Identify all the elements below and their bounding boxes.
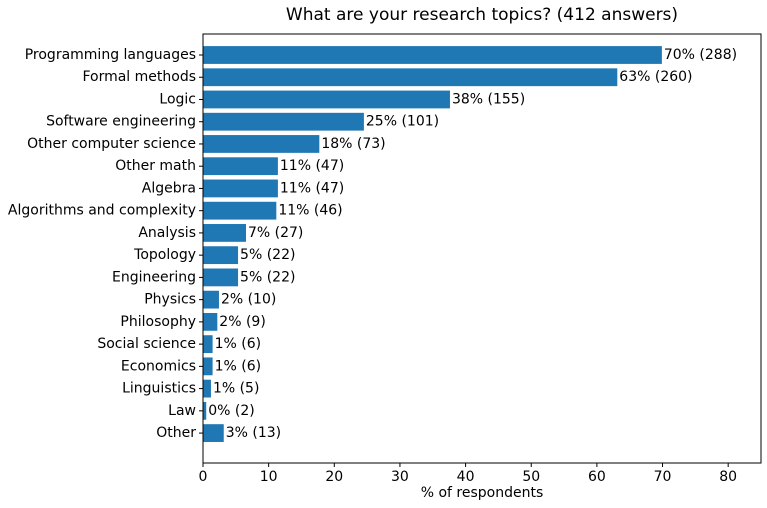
bar bbox=[203, 335, 213, 354]
bar bbox=[203, 357, 213, 376]
y-tick-label: Formal methods bbox=[82, 69, 196, 85]
value-label: 2% (9) bbox=[219, 314, 266, 330]
value-label: 3% (13) bbox=[226, 425, 281, 441]
value-label: 1% (5) bbox=[213, 381, 260, 397]
value-label: 1% (6) bbox=[215, 358, 262, 374]
x-tick-label: 30 bbox=[391, 469, 409, 485]
bar bbox=[203, 379, 211, 398]
y-tick-label: Economics bbox=[121, 358, 196, 374]
bar bbox=[203, 201, 277, 220]
y-tick-label: Software engineering bbox=[46, 114, 196, 130]
value-label: 5% (22) bbox=[240, 269, 295, 285]
value-label: 5% (22) bbox=[240, 247, 295, 263]
value-label: 0% (2) bbox=[208, 403, 255, 419]
value-label: 1% (6) bbox=[215, 336, 262, 352]
value-label: 11% (47) bbox=[280, 158, 344, 174]
y-tick-label: Social science bbox=[97, 336, 196, 352]
y-tick-label: Analysis bbox=[138, 225, 196, 241]
x-tick-label: 60 bbox=[588, 469, 606, 485]
x-tick-label: 70 bbox=[654, 469, 672, 485]
x-axis-label: % of respondents bbox=[421, 485, 544, 501]
bar bbox=[203, 112, 364, 131]
bar bbox=[203, 68, 618, 87]
bar bbox=[203, 157, 278, 176]
y-tick-label: Other computer science bbox=[27, 136, 196, 152]
value-label: 18% (73) bbox=[321, 136, 385, 152]
y-tick-label: Algebra bbox=[142, 180, 196, 196]
value-label: 7% (27) bbox=[248, 225, 303, 241]
x-tick-label: 40 bbox=[457, 469, 475, 485]
y-tick-label: Topology bbox=[133, 247, 196, 263]
x-tick-label: 10 bbox=[260, 469, 278, 485]
value-label: 2% (10) bbox=[221, 292, 276, 308]
chart-title: What are your research topics? (412 answ… bbox=[286, 5, 678, 25]
value-label: 63% (260) bbox=[619, 69, 692, 85]
y-tick-label: Physics bbox=[144, 292, 196, 308]
value-label: 25% (101) bbox=[366, 114, 439, 130]
bar bbox=[203, 179, 278, 198]
x-tick-label: 0 bbox=[199, 469, 208, 485]
plot-frame bbox=[202, 33, 762, 464]
y-tick-label: Engineering bbox=[112, 269, 196, 285]
y-tick-label: Law bbox=[168, 403, 196, 419]
y-tick-label: Algorithms and complexity bbox=[8, 203, 196, 219]
y-tick-label: Philosophy bbox=[120, 314, 196, 330]
bar bbox=[203, 224, 246, 242]
x-tick-label: 20 bbox=[325, 469, 343, 485]
bar bbox=[203, 290, 219, 309]
y-tick-label: Other bbox=[156, 425, 196, 441]
bar bbox=[203, 90, 450, 109]
y-tick-label: Linguistics bbox=[122, 381, 196, 397]
x-tick-label: 80 bbox=[719, 469, 737, 485]
bar bbox=[203, 268, 239, 287]
bar bbox=[203, 401, 207, 420]
y-tick-label: Programming languages bbox=[25, 47, 196, 63]
x-tick-label: 50 bbox=[522, 469, 540, 485]
value-label: 11% (46) bbox=[278, 203, 342, 219]
bar bbox=[203, 424, 224, 442]
bar bbox=[203, 312, 218, 331]
y-tick-label: Logic bbox=[159, 91, 196, 107]
bar bbox=[203, 135, 320, 153]
value-label: 70% (288) bbox=[664, 47, 737, 63]
bar bbox=[203, 246, 239, 265]
bar bbox=[203, 46, 662, 64]
y-tick-label: Other math bbox=[115, 158, 196, 174]
value-label: 11% (47) bbox=[280, 180, 344, 196]
value-label: 38% (155) bbox=[452, 91, 525, 107]
